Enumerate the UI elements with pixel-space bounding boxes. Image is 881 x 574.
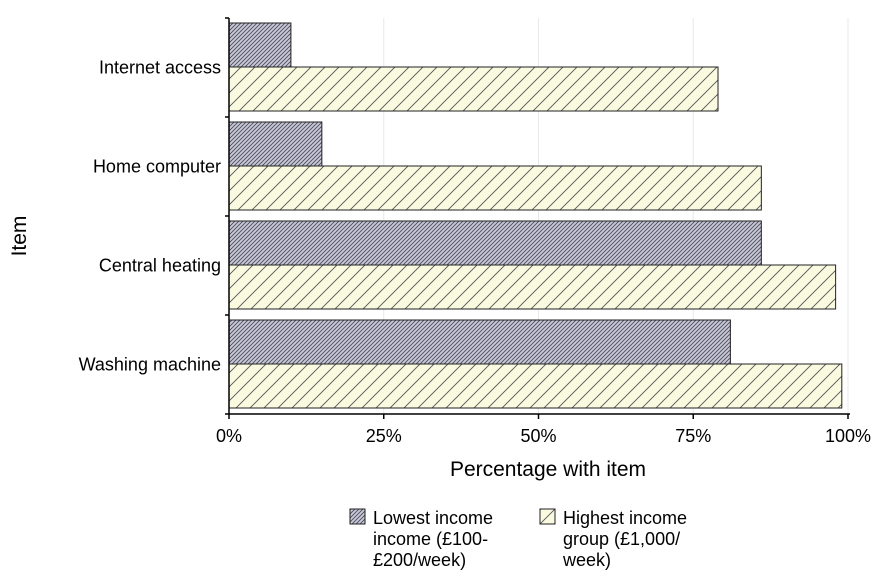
legend-label-0-line-1: income (£100- (373, 529, 488, 549)
bar-series1-internet-access (228, 66, 719, 112)
x-tick-label-4: 100% (825, 426, 871, 446)
y-axis-title: Item (8, 216, 31, 257)
y-tick-labels: Internet access Home computer Central heat… (79, 58, 221, 375)
bar-series1-central-heating (228, 264, 837, 310)
legend-swatch-0 (349, 508, 366, 525)
x-tick-label-3: 75% (675, 426, 711, 446)
y-tick-label-0: Internet access (99, 58, 221, 78)
bar-series0-washing-machine (228, 319, 731, 365)
x-tick-labels: 0% 25% 50% 75% 100% (216, 426, 871, 446)
bar-series0-internet-access (228, 22, 292, 68)
legend-swatch-1 (539, 508, 556, 525)
legend-label-1-line-0: Highest income (563, 508, 687, 528)
axes (225, 17, 850, 419)
bar-series0-home-computer (228, 121, 323, 167)
bar-series0-central-heating (228, 220, 762, 266)
y-tick-label-1: Home computer (93, 157, 221, 177)
x-tick-label-2: 50% (520, 426, 556, 446)
legend-label-1-line-1: group (£1,000/ (563, 529, 680, 549)
y-tick-label-3: Washing machine (79, 355, 221, 375)
x-tick-label-0: 0% (216, 426, 242, 446)
bar-series1-washing-machine (228, 363, 843, 409)
legend-label-1-line-2: week) (562, 550, 611, 570)
bar-series1-home-computer (228, 165, 762, 211)
x-axis-title: Percentage with item (450, 458, 646, 481)
legend-label-0-line-2: £200/week) (373, 550, 466, 570)
x-tick-label-1: 25% (366, 426, 402, 446)
bars (228, 22, 843, 409)
y-tick-label-2: Central heating (99, 256, 221, 276)
legend-label-0-line-0: Lowest income (373, 508, 493, 528)
